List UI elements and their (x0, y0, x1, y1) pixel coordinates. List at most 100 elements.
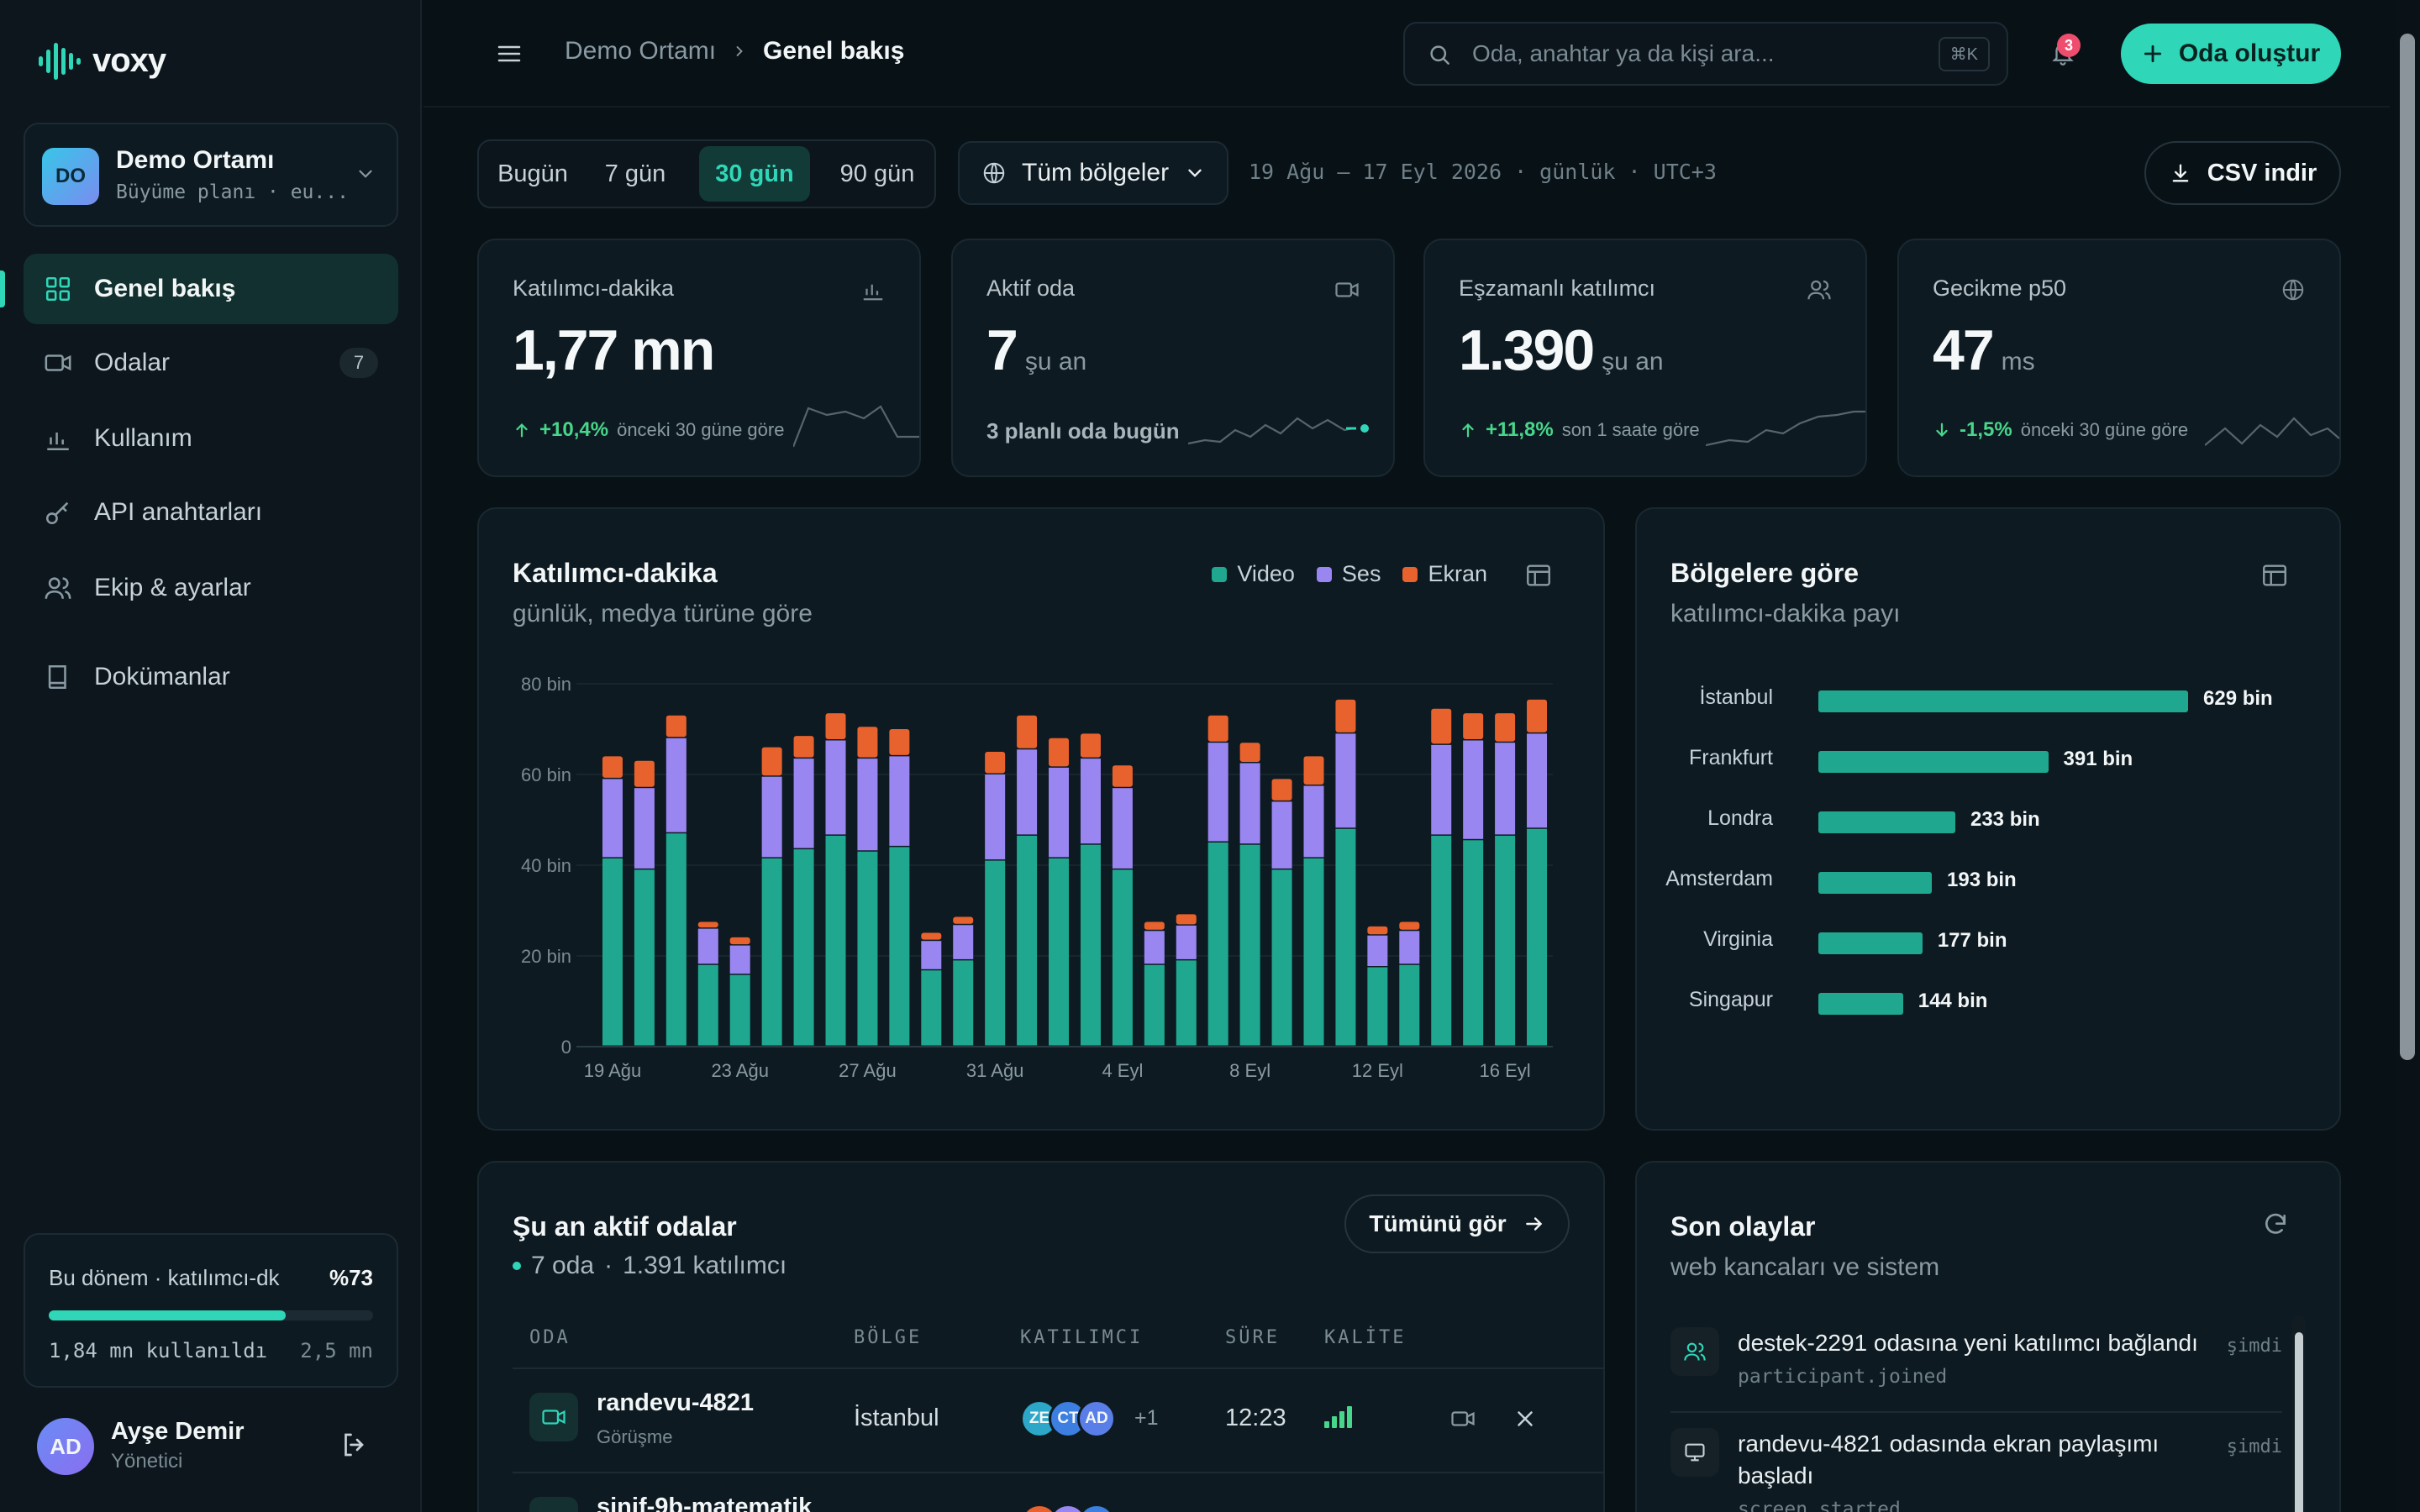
table-view-icon[interactable] (1524, 561, 1553, 590)
participant-avatar[interactable] (1077, 1504, 1116, 1512)
room-name[interactable]: sinif-9b-matematik (597, 1494, 813, 1512)
bar-segment-ekran (729, 937, 750, 945)
bar-segment-ses (761, 776, 782, 858)
kpi-value: 47 (1933, 318, 1995, 382)
kpi-delta-note: önceki 30 güne göre (2020, 419, 2189, 440)
bar-segment-video (1049, 858, 1070, 1046)
legend-item-screen[interactable]: Ekran (1402, 561, 1487, 587)
x-tick-label: 16 Eyl (1480, 1060, 1531, 1081)
see-all-button[interactable]: Tümünü gör (1344, 1194, 1570, 1253)
panel-subtitle: katılımcı-dakika payı (1670, 600, 1901, 627)
search-icon (1430, 45, 1449, 65)
kpi-card-concurrent-participants[interactable]: Eşzamanlı katılımcı 1.390 şu an +11,8% so… (1423, 239, 1867, 477)
region-bar (1818, 993, 1903, 1015)
kpi-card-active-rooms[interactable]: Aktif oda 7 şu an 3 planlı oda bugün (951, 239, 1395, 477)
event-divider (1670, 1411, 2282, 1413)
bar-segment-video (1144, 964, 1165, 1046)
search-input[interactable] (1472, 37, 1909, 71)
see-all-label: Tümünü gör (1369, 1210, 1507, 1236)
room-name[interactable]: randevu-4821 (597, 1389, 754, 1416)
org-switcher[interactable]: DO Demo Ortamı Büyüme planı · eu... (24, 123, 398, 227)
plus-icon (2144, 45, 2161, 63)
bar-segment-video (793, 849, 814, 1046)
legend-swatch (1316, 567, 1332, 582)
kpi-label: Katılımcı-dakika (513, 276, 675, 301)
events-scroll-thumb[interactable] (2295, 1332, 2303, 1512)
region-bar (1818, 872, 1932, 894)
org-avatar: DO (42, 148, 99, 205)
logout-icon[interactable] (339, 1430, 370, 1460)
region-row[interactable]: Frankfurt 391 bin (1637, 743, 2339, 776)
csv-download-button[interactable]: CSV indir (2144, 141, 2341, 205)
bar-segment-ekran (602, 756, 623, 778)
column-header-region[interactable]: BÖLGE (854, 1327, 923, 1348)
region-row[interactable]: Amsterdam 193 bin (1637, 864, 2339, 897)
bar-segment-video (921, 970, 942, 1046)
bar-segment-ses (602, 779, 623, 858)
kpi-delta: -1,5% önceki 30 güne göre (1933, 418, 2188, 442)
search-shortcut: ⌘K (1938, 37, 1990, 71)
kpi-card-latency-p50[interactable]: Gecikme p50 47 ms -1,5% önceki 30 güne gö… (1897, 239, 2341, 477)
event-item[interactable]: randevu-4821 odasında ekran paylaşımı ba… (1670, 1428, 2282, 1512)
region-name: Virginia (1703, 927, 1773, 951)
video-icon[interactable] (1450, 1406, 1476, 1431)
column-header-room[interactable]: ODA (529, 1327, 571, 1348)
nav-item-docs[interactable]: Dokümanlar (24, 642, 398, 712)
bar-segment-video (1017, 835, 1038, 1046)
region-row[interactable]: Virginia 177 bin (1637, 924, 2339, 958)
bar-segment-video (857, 851, 878, 1046)
sparkline (1188, 417, 1369, 445)
sparkline (1706, 410, 1865, 447)
page-scroll-thumb[interactable] (2400, 34, 2415, 1060)
chevron-down-icon (359, 170, 372, 178)
region-value: 177 bin (1937, 929, 2007, 952)
kpi-card-participant-minutes[interactable]: Katılımcı-dakika 1,77 mn +10,4% önceki 3… (477, 239, 921, 477)
grid-icon (45, 276, 71, 302)
kpi-delta-note: önceki 30 güne göre (617, 419, 785, 440)
region-row[interactable]: Singapur 144 bin (1637, 984, 2339, 1018)
refresh-icon[interactable] (2262, 1211, 2289, 1238)
table-view-icon[interactable] (2260, 561, 2289, 590)
range-7-days[interactable]: 7 gün (604, 160, 666, 187)
bar-segment-video (1080, 844, 1101, 1046)
events-scrollbar[interactable] (2292, 1315, 2306, 1512)
bar-segment-ses (1271, 801, 1292, 869)
sparkline (2205, 417, 2339, 446)
user-avatar[interactable]: AD (37, 1418, 94, 1475)
region-row[interactable]: Londra 233 bin (1637, 803, 2339, 837)
nav-item-team-settings[interactable]: Ekip & ayarlar (24, 553, 398, 623)
logo[interactable]: voxy (39, 42, 166, 80)
bar-segment-ekran (697, 921, 718, 928)
usage-card: Bu dönem · katılımcı-dk %73 1,84 mn kull… (24, 1233, 398, 1388)
column-header-participants[interactable]: KATILIMCI (1020, 1327, 1144, 1348)
participant-avatar[interactable]: AD (1077, 1399, 1116, 1438)
legend-item-audio[interactable]: Ses (1316, 561, 1381, 587)
usage-label: Bu dönem · katılımcı-dk (49, 1265, 280, 1290)
menu-icon[interactable] (496, 42, 523, 66)
column-header-quality[interactable]: KALİTE (1324, 1327, 1407, 1348)
nav-item-rooms[interactable]: Odalar 7 (24, 328, 398, 398)
bar-segment-video (602, 858, 623, 1046)
region-select[interactable]: Tüm bölgeler (958, 141, 1228, 205)
arrow-up-icon (516, 423, 528, 438)
search-box[interactable]: ⌘K (1403, 22, 2008, 86)
region-row[interactable]: İstanbul 629 bin (1637, 682, 2339, 716)
breadcrumb-parent[interactable]: Demo Ortamı (565, 37, 717, 65)
bar-segment-ekran (1303, 756, 1324, 785)
nav-item-usage[interactable]: Kullanım (24, 403, 398, 474)
users-icon (1807, 280, 1831, 300)
room-type-icon (529, 1393, 578, 1441)
org-plan: Büyüme planı · eu... (116, 181, 349, 203)
close-icon[interactable] (1512, 1406, 1538, 1431)
range-today[interactable]: Bugün (497, 160, 568, 187)
range-30-days[interactable]: 30 gün (699, 146, 810, 202)
nav-item-overview[interactable]: Genel bakış (24, 254, 398, 324)
active-nav-marker (0, 270, 5, 307)
range-90-days[interactable]: 90 gün (839, 160, 915, 187)
bar-segment-ekran (1049, 738, 1070, 767)
create-room-button[interactable]: Oda oluştur (2121, 24, 2341, 84)
column-header-duration[interactable]: SÜRE (1225, 1327, 1280, 1348)
event-item[interactable]: destek-2291 odasına yeni katılımcı bağla… (1670, 1327, 2282, 1421)
legend-item-video[interactable]: Video (1212, 561, 1295, 587)
nav-item-api-keys[interactable]: API anahtarları (24, 477, 398, 548)
